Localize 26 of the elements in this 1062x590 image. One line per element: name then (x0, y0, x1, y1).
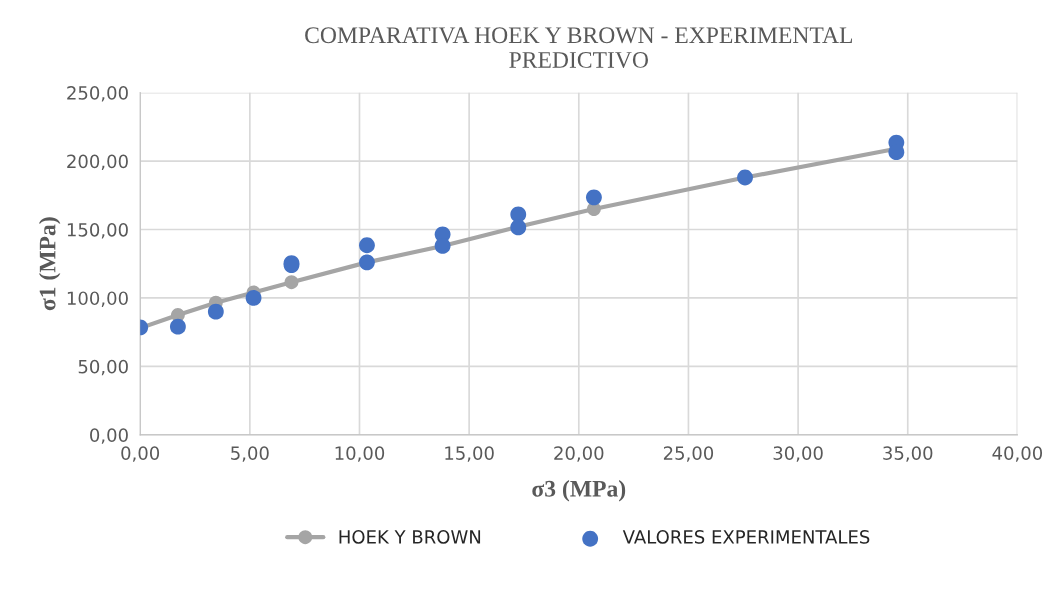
y-tick-label: 100,00 (67, 291, 128, 307)
y-tick-label: 0,00 (90, 428, 128, 444)
legend-label: VALORES EXPERIMENTALES (622, 530, 870, 544)
x-axis-title: σ3 (MPa) (532, 480, 626, 502)
point (586, 189, 602, 206)
y-axis-title: σ1 (MPa) (38, 217, 61, 311)
x-tick-label: 5,00 (231, 446, 269, 462)
point (169, 318, 186, 335)
legend-label: HOEK Y BROWN (339, 530, 481, 544)
y-tick-label: 250,00 (67, 86, 128, 102)
point (359, 237, 375, 254)
chart-title: COMPARATIVA HOEK Y BROWN - EXPERIMENTAL PREDICTIVO (305, 27, 853, 68)
x-tick-label: 10,00 (335, 446, 385, 462)
x-tick-label: 40,00 (992, 446, 1043, 462)
x-tick-label: 0,00 (121, 446, 160, 462)
point (245, 290, 262, 306)
x-tick-label: 25,00 (663, 446, 714, 462)
x-tick-label: 20,00 (554, 446, 604, 462)
x-tick-label: 15,00 (445, 446, 494, 462)
y-tick-label: 50,00 (78, 359, 128, 376)
y-tick-label: 200,00 (67, 154, 128, 171)
point (284, 275, 299, 290)
x-tick-label: 35,00 (883, 446, 933, 462)
y-tick-label: 150,00 (67, 222, 128, 239)
point (207, 303, 224, 320)
x-tick-label: 30,00 (773, 446, 823, 462)
